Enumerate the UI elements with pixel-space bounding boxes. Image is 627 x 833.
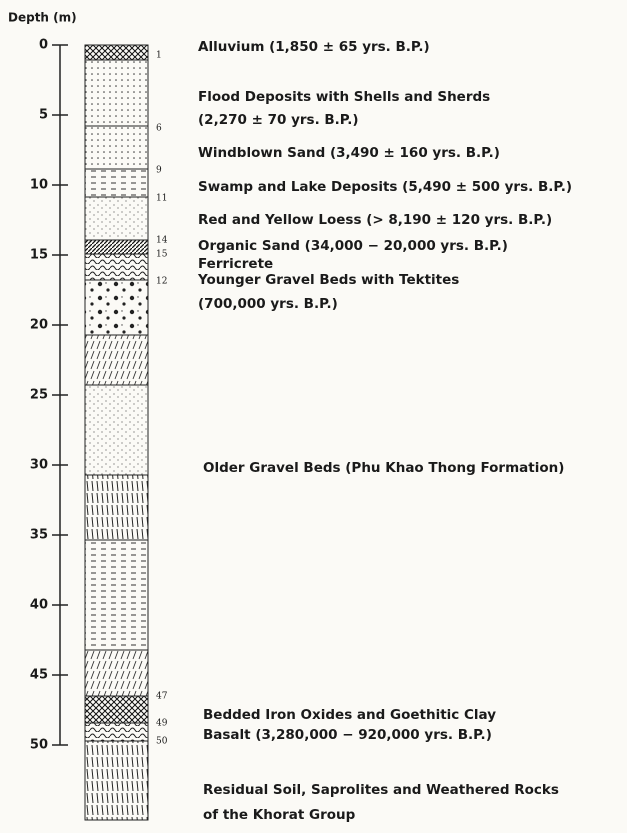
depth-marks: 1 6 9 11 14 15 12 47 49 50 <box>156 51 168 747</box>
tick-label: 35 <box>30 528 48 543</box>
layer-label: Red and Yellow Loess (> 8,190 ± 120 yrs.… <box>198 212 552 228</box>
tick-label: 25 <box>30 388 48 403</box>
layer-labels: Alluvium (1,850 ± 65 yrs. B.P.) Flood De… <box>197 39 572 823</box>
depth-mark: 50 <box>156 737 168 747</box>
tick-label: 5 <box>39 108 48 123</box>
layer-label: Flood Deposits with Shells and Sherds <box>198 89 490 105</box>
axis-label: Depth (m) <box>8 11 77 25</box>
layer-label: (2,270 ± 70 yrs. B.P.) <box>198 112 359 128</box>
tick-label: 15 <box>30 248 48 263</box>
layer-label: Older Gravel Beds (Phu Khao Thong Format… <box>203 460 564 476</box>
tick-label: 30 <box>30 458 48 473</box>
stratigraphic-column: Depth (m) 0 5 10 15 20 25 30 35 40 45 50 1 6 9 11 … <box>0 0 627 829</box>
depth-mark: 47 <box>156 692 168 702</box>
tick-label: 20 <box>30 318 48 333</box>
depth-mark: 12 <box>156 277 167 287</box>
depth-mark: 6 <box>156 124 162 134</box>
layer-label: Organic Sand (34,000 − 20,000 yrs. B.P.) <box>198 238 508 254</box>
layer-label: Alluvium (1,850 ± 65 yrs. B.P.) <box>198 39 430 55</box>
layer-label: (700,000 yrs. B.P.) <box>198 296 338 312</box>
layer-label: Windblown Sand (3,490 ± 160 yrs. B.P.) <box>198 145 500 161</box>
depth-mark: 15 <box>156 250 168 260</box>
layer-label: Basalt (3,280,000 − 920,000 yrs. B.P.) <box>203 727 492 743</box>
layer-label: of the Khorat Group <box>203 807 356 823</box>
depth-mark: 9 <box>156 166 162 176</box>
column <box>85 45 148 820</box>
depth-mark: 49 <box>156 719 168 729</box>
depth-mark: 11 <box>156 194 167 204</box>
layer-label: Ferricrete <box>198 256 273 272</box>
depth-mark: 14 <box>156 236 168 246</box>
depth-mark: 1 <box>156 51 162 61</box>
layer-label: Swamp and Lake Deposits (5,490 ± 500 yrs… <box>198 179 572 195</box>
tick-label: 0 <box>39 38 48 53</box>
tick-label: 10 <box>30 178 48 193</box>
layer-label: Younger Gravel Beds with Tektites <box>197 272 459 288</box>
layer-label: Bedded Iron Oxides and Goethitic Clay <box>203 707 496 723</box>
tick-label: 50 <box>30 738 48 753</box>
layer-label: Residual Soil, Saprolites and Weathered … <box>203 782 559 798</box>
ticks: 0 5 10 15 20 25 30 35 40 45 50 <box>30 38 68 753</box>
tick-label: 45 <box>30 668 48 683</box>
tick-label: 40 <box>30 598 48 613</box>
